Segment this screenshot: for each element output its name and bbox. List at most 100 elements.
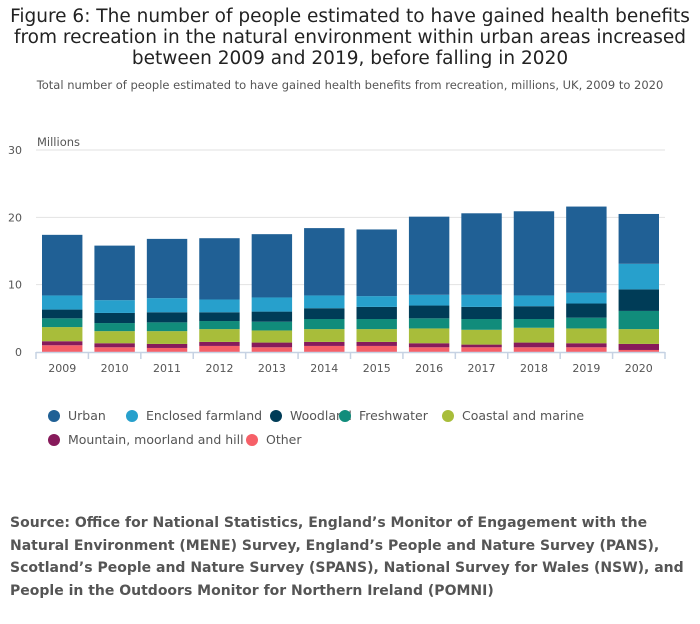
legend-swatch-icon (270, 410, 282, 422)
legend-swatch-icon (48, 410, 60, 422)
y-tick-label: 20 (8, 211, 22, 224)
x-tick-label: 2020 (625, 362, 653, 375)
bar-segment-coastal-and-marine-2016 (408, 328, 450, 344)
bar-segment-woodland-2016 (408, 305, 450, 319)
bar-segment-freshwater-2011 (146, 322, 188, 332)
stacked-bar-chart: 0 10 20 30 Millions 2009 2010 2011 2012 2013 2014 2… (8, 135, 666, 375)
legend-item: Mountain, moorland and hill (48, 432, 244, 447)
bar-segment-freshwater-2009 (42, 318, 83, 328)
legend-swatch-icon (126, 410, 138, 422)
bar-segment-mountain-moorland-and-hill-2015 (356, 341, 397, 346)
x-tick-label: 2012 (205, 362, 233, 375)
bar-segment-freshwater-2014 (304, 319, 345, 330)
legend-item: Coastal and marine (442, 408, 584, 423)
bar-segment-other-2010 (94, 347, 135, 352)
bar-segment-mountain-moorland-and-hill-2010 (94, 343, 135, 348)
bar-segment-other-2019 (566, 347, 607, 352)
bar-segment-mountain-moorland-and-hill-2009 (42, 341, 83, 346)
bar-segment-mountain-moorland-and-hill-2014 (304, 341, 345, 346)
bar-segment-enclosed-farmland-2014 (304, 295, 345, 309)
bar-segment-other-2009 (42, 345, 83, 352)
bar-segment-urban-2019 (566, 206, 607, 293)
x-tick-label: 2018 (520, 362, 548, 375)
bar-segment-urban-2012 (199, 238, 240, 300)
bar-segment-freshwater-2015 (356, 319, 397, 330)
bar-segment-mountain-moorland-and-hill-2019 (566, 343, 607, 348)
bar-segment-urban-2014 (304, 228, 345, 296)
bar-segment-other-2017 (461, 347, 502, 352)
y-tick-label: 0 (15, 346, 22, 359)
bar-segment-mountain-moorland-and-hill-2012 (199, 341, 240, 346)
legend-label: Coastal and marine (462, 408, 585, 423)
bar-segment-woodland-2017 (461, 306, 502, 320)
bar-segment-coastal-and-marine-2010 (94, 331, 135, 344)
bar-segment-coastal-and-marine-2019 (566, 328, 607, 344)
bar-segment-coastal-and-marine-2014 (304, 329, 345, 342)
bar-segment-other-2018 (513, 347, 555, 352)
x-tick-label: 2009 (48, 362, 76, 375)
bar-segment-woodland-2020 (618, 289, 659, 311)
bar-segment-enclosed-farmland-2017 (461, 294, 502, 307)
x-tick-label: 2015 (363, 362, 391, 375)
bar-segment-woodland-2012 (199, 312, 240, 322)
bar-segment-enclosed-farmland-2011 (146, 298, 188, 313)
bar-segment-other-2011 (146, 347, 188, 352)
legend-label: Freshwater (359, 408, 428, 423)
bar-segment-coastal-and-marine-2013 (251, 330, 293, 343)
bar-segment-enclosed-farmland-2020 (618, 263, 659, 290)
bar-segment-coastal-and-marine-2020 (618, 329, 659, 344)
bar-segment-enclosed-farmland-2019 (566, 292, 607, 304)
bar-segment-urban-2011 (146, 238, 188, 299)
y-tick-label: 10 (8, 279, 22, 292)
bar-segment-freshwater-2010 (94, 323, 135, 332)
bar-segment-mountain-moorland-and-hill-2017 (461, 344, 502, 348)
x-tick-label: 2013 (258, 362, 286, 375)
bar-segment-mountain-moorland-and-hill-2011 (146, 343, 188, 348)
bar-segment-other-2012 (199, 345, 240, 352)
bar-segment-freshwater-2013 (251, 321, 293, 331)
chart-title: Figure 6: The number of people estimated… (10, 6, 690, 69)
bar-segment-urban-2010 (94, 245, 135, 301)
legend-label: Enclosed farmland (146, 408, 263, 423)
x-tick-label: 2011 (153, 362, 181, 375)
bar-segment-coastal-and-marine-2015 (356, 329, 397, 342)
bar-segment-woodland-2019 (566, 303, 607, 318)
legend-label: Other (266, 432, 302, 447)
legend-item: Enclosed farmland (126, 408, 262, 423)
bar-segment-mountain-moorland-and-hill-2018 (513, 342, 555, 348)
bar-segment-mountain-moorland-and-hill-2020 (618, 343, 659, 350)
legend-label: Woodland (290, 408, 352, 423)
legend-swatch-icon (246, 434, 258, 446)
bar-segment-woodland-2010 (94, 312, 135, 324)
bar-segment-urban-2013 (251, 234, 293, 298)
bar-segment-mountain-moorland-and-hill-2013 (251, 342, 293, 348)
bar-segment-other-2013 (251, 347, 293, 352)
bar-segment-urban-2018 (513, 211, 555, 296)
bar-segment-other-2020 (618, 349, 659, 352)
bar-segment-woodland-2009 (42, 309, 83, 319)
chart-subtitle: Total number of people estimated to have… (36, 78, 664, 92)
legend-item: Woodland (270, 408, 352, 423)
bar-segment-coastal-and-marine-2018 (513, 327, 555, 343)
bar-segment-freshwater-2018 (513, 319, 555, 328)
bar-segment-enclosed-farmland-2010 (94, 300, 135, 313)
legend-item: Freshwater (339, 408, 428, 423)
bar-segment-freshwater-2020 (618, 310, 659, 330)
bar-segment-enclosed-farmland-2009 (42, 295, 83, 310)
x-tick-label: 2010 (101, 362, 129, 375)
bar-segment-enclosed-farmland-2013 (251, 297, 293, 312)
bar-segment-enclosed-farmland-2018 (513, 295, 555, 307)
legend-item: Urban (48, 408, 106, 423)
x-tick-label: 2016 (415, 362, 443, 375)
legend-swatch-icon (442, 410, 454, 422)
bar-segment-enclosed-farmland-2015 (356, 296, 397, 307)
bar-segment-enclosed-farmland-2016 (408, 294, 450, 306)
bar-segment-freshwater-2016 (408, 318, 450, 329)
legend-swatch-icon (48, 434, 60, 446)
bar-segment-woodland-2011 (146, 312, 188, 323)
x-tick-label: 2017 (468, 362, 496, 375)
bar-segment-urban-2020 (618, 213, 659, 264)
bar-segment-woodland-2015 (356, 306, 397, 320)
bar-segment-freshwater-2019 (566, 317, 607, 329)
legend-swatch-icon (339, 410, 351, 422)
